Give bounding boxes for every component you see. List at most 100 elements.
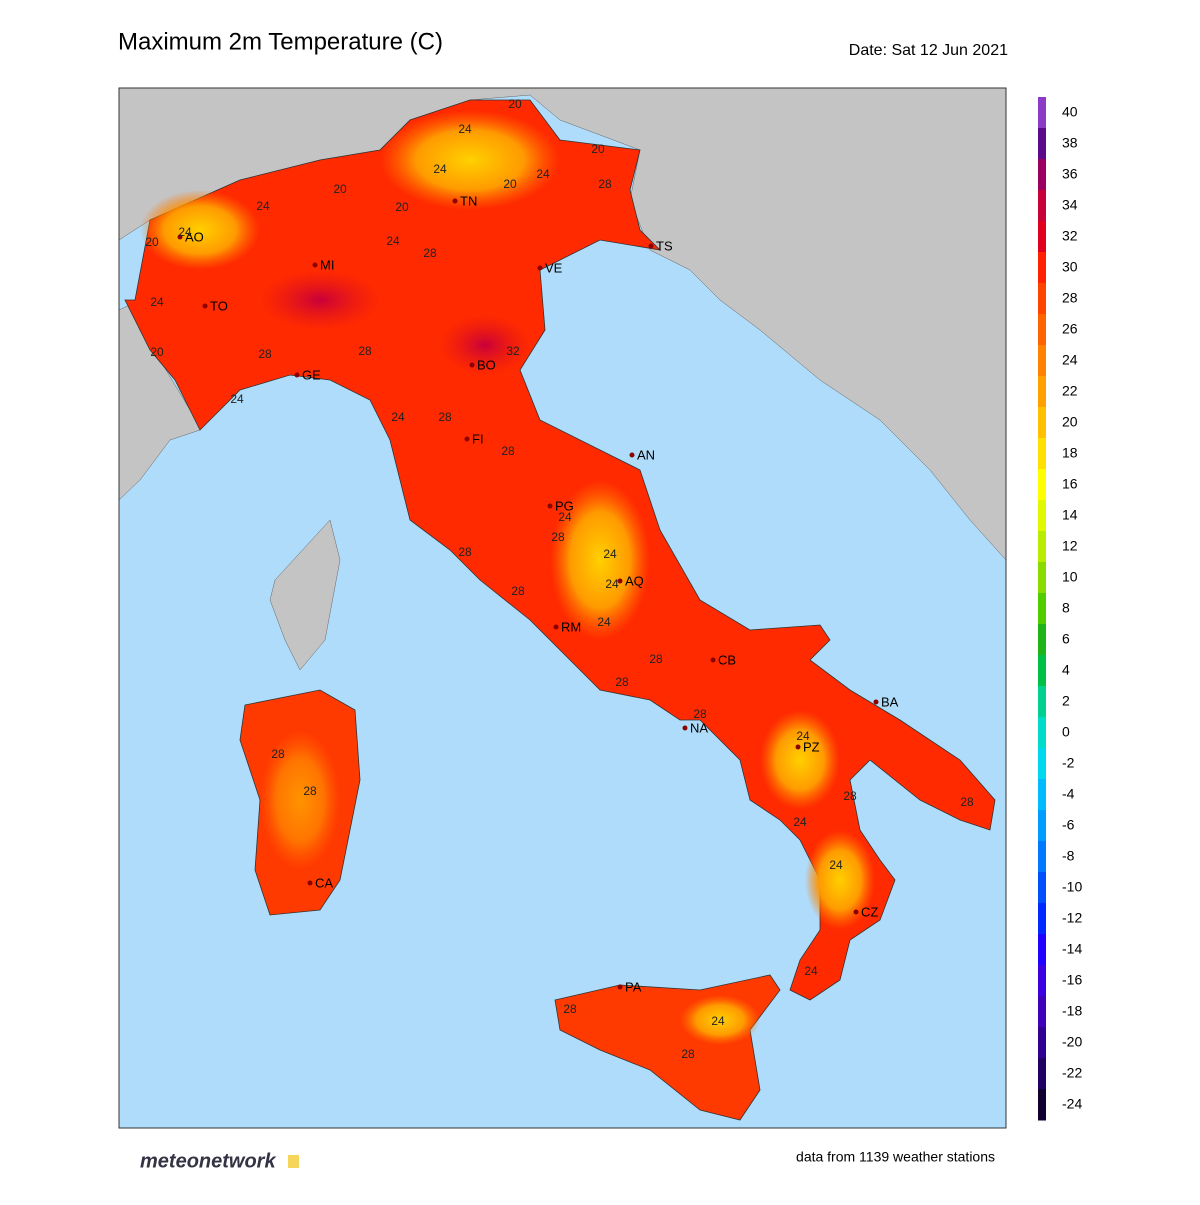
city-dot — [294, 372, 300, 378]
colorbar-tick-label: 4 — [1062, 662, 1070, 678]
city-dot — [682, 725, 688, 731]
colorbar-tick-label: 2 — [1062, 693, 1070, 709]
colorbar-tick-label: 8 — [1062, 600, 1070, 616]
colorbar-segment — [1038, 655, 1046, 687]
city-label: CA — [315, 875, 333, 890]
contour-label: 24 — [829, 858, 843, 872]
city-dot — [553, 624, 559, 630]
colorbar-tick-label: 32 — [1062, 228, 1078, 244]
city-dot — [312, 262, 318, 268]
corsica — [269, 519, 341, 671]
city-dot — [469, 362, 475, 368]
contour-label: 28 — [458, 545, 472, 559]
city-label: BO — [477, 357, 496, 372]
colorbar-segment — [1038, 1027, 1046, 1059]
colorbar-segment — [1038, 500, 1046, 532]
city-dot — [873, 699, 879, 705]
contour-label: 20 — [395, 200, 409, 214]
colorbar-segment — [1038, 810, 1046, 842]
colorbar-tick-label: 10 — [1062, 569, 1078, 585]
date: Date: Sat 12 Jun 2021 — [849, 42, 1008, 59]
contour-label: 24 — [804, 964, 818, 978]
colorbar-segment — [1038, 717, 1046, 749]
contour-label: 28 — [681, 1047, 695, 1061]
colorbar-segment — [1038, 562, 1046, 594]
city-label: CZ — [861, 904, 878, 919]
colorbar-tick-label: 20 — [1062, 414, 1078, 430]
colorbar-segment — [1038, 438, 1046, 470]
colorbar-tick-label: -14 — [1062, 941, 1082, 957]
contour-label: 28 — [258, 347, 272, 361]
colorbar-tick-label: 24 — [1062, 352, 1078, 368]
city-dot — [617, 984, 623, 990]
colorbar-segment — [1038, 469, 1046, 501]
colorbar-tick-label: -24 — [1062, 1096, 1082, 1112]
colorbar-tick-label: 12 — [1062, 538, 1078, 554]
city-label: VE — [545, 260, 563, 275]
city-dot — [853, 909, 859, 915]
logo: meteonetwork — [140, 1150, 276, 1172]
title: Maximum 2m Temperature (C) — [118, 28, 443, 55]
colorbar-segment — [1038, 624, 1046, 656]
contour-label: 28 — [501, 444, 515, 458]
city-dot — [629, 452, 635, 458]
city-dot — [710, 657, 716, 663]
city-dot — [307, 880, 313, 886]
contour-label: 28 — [551, 530, 565, 544]
colorbar-segment — [1038, 1058, 1046, 1090]
contour-label: 28 — [615, 675, 629, 689]
city-label: MI — [320, 257, 334, 272]
contour-label: 24 — [386, 234, 400, 248]
colorbar-segment — [1038, 965, 1046, 997]
city-label: RM — [561, 619, 581, 634]
contour-label: 24 — [597, 615, 611, 629]
city-dot — [648, 243, 654, 249]
colorbar-tick-label: -20 — [1062, 1034, 1082, 1050]
contour-label: 24 — [603, 547, 617, 561]
city-label: GE — [302, 367, 321, 382]
city-dot — [547, 503, 553, 509]
colorbar-segment — [1038, 779, 1046, 811]
contour-label: 28 — [843, 789, 857, 803]
station-note: data from 1139 weather stations — [796, 1149, 995, 1165]
colorbar-segment — [1038, 593, 1046, 625]
map-labels: AO MI TO TN VE TS GE BO FI AN PG AQ RM CB BA NA PZ CA CZ PA… — [145, 97, 974, 1061]
contour-label: 24 — [178, 225, 192, 239]
colorbar-segment — [1038, 903, 1046, 935]
colorbar-tick-label: -6 — [1062, 817, 1075, 833]
city-label: CB — [718, 652, 736, 667]
colorbar: 4038363432302826242220181614121086420-2-… — [1038, 97, 1082, 1121]
city-label: TN — [460, 193, 477, 208]
colorbar-segment — [1038, 748, 1046, 780]
colorbar-segment — [1038, 159, 1046, 191]
colorbar-tick-label: 0 — [1062, 724, 1070, 740]
temperature-shading — [140, 110, 875, 1045]
map: AO MI TO TN VE TS GE BO FI AN PG AQ RM CB BA NA PZ CA CZ PA… — [119, 88, 1006, 1128]
contour-label: 28 — [358, 344, 372, 358]
city-label: AO — [185, 229, 204, 244]
colorbar-segment — [1038, 97, 1046, 129]
logo-square — [288, 1155, 299, 1168]
city-dot — [464, 436, 470, 442]
contour-label: 20 — [508, 97, 522, 111]
colorbar-segment — [1038, 1089, 1046, 1121]
colorbar-tick-label: -18 — [1062, 1003, 1082, 1019]
colorbar-tick-label: 36 — [1062, 166, 1078, 182]
colorbar-segment — [1038, 314, 1046, 346]
city-label: PZ — [803, 739, 820, 754]
contour-label: 28 — [423, 246, 437, 260]
contour-label: 20 — [591, 142, 605, 156]
contour-label: 24 — [711, 1014, 725, 1028]
colorbar-segment — [1038, 345, 1046, 377]
city-label: AN — [637, 447, 655, 462]
contour-label: 24 — [536, 167, 550, 181]
colorbar-tick-label: 6 — [1062, 631, 1070, 647]
city-label: PG — [555, 498, 574, 513]
colorbar-segment — [1038, 128, 1046, 160]
city-label: FI — [472, 431, 484, 446]
colorbar-tick-label: 26 — [1062, 321, 1078, 337]
colorbar-tick-label: -4 — [1062, 786, 1075, 802]
city-dot — [202, 303, 208, 309]
colorbar-segment — [1038, 283, 1046, 315]
